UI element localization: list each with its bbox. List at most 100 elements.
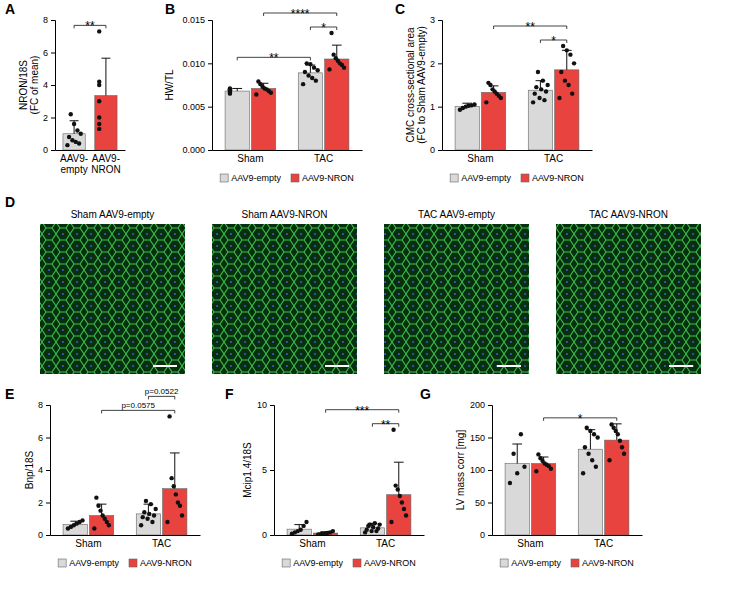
data-point: [561, 44, 565, 48]
significance-label: *: [321, 21, 326, 35]
error-bar: [232, 88, 242, 91]
tick: AAV9-empty: [60, 153, 88, 175]
legend-swatch: [220, 174, 228, 182]
axis-line: [270, 406, 275, 536]
tick-mark: [46, 470, 50, 471]
data-point: [97, 80, 101, 84]
tick-mark: [438, 20, 442, 21]
axis-line: [275, 535, 425, 536]
data-point: [97, 122, 101, 126]
data-point: [563, 78, 567, 82]
legend-label: AAV9-NRON: [364, 558, 416, 568]
data-point: [545, 83, 549, 87]
x-axis: AAV9-emptyAAV9-NRON: [56, 151, 126, 176]
data-point: [592, 432, 596, 436]
legend-label: AAV9-empty: [293, 558, 343, 568]
data-point: [97, 115, 101, 119]
error-bar: [101, 58, 110, 95]
legend-swatch: [291, 174, 299, 182]
tick-label: AAV9-empty: [60, 153, 88, 175]
bar: [163, 489, 187, 535]
micrograph: [40, 224, 185, 374]
data-point: [67, 135, 71, 139]
error-bar: [170, 453, 180, 489]
data-point: [180, 513, 184, 517]
data-point: [376, 526, 380, 530]
data-point: [152, 513, 156, 517]
data-point: [150, 520, 154, 524]
annotations: *: [544, 412, 617, 426]
tick-mark: [46, 535, 50, 536]
legend-label: AAV9-empty: [231, 173, 281, 183]
annotations: p=0.0575p=0.0522: [102, 387, 179, 413]
panel-label: B: [165, 1, 175, 17]
tick: 0.010: [182, 59, 212, 69]
tick-label: TAC: [544, 153, 563, 164]
tick: 0: [262, 530, 274, 540]
tick-mark: [488, 503, 492, 504]
tick-mark: [208, 107, 212, 108]
data-point: [310, 76, 314, 80]
data-point: [490, 87, 494, 91]
tick-label: AAV9-NRON: [91, 153, 120, 175]
panel-label: G: [420, 386, 431, 402]
significance-label: p=0.0522: [145, 387, 179, 396]
data-point: [80, 518, 84, 522]
axis-title: (FC to Sham AAV9-empty): [416, 26, 427, 144]
legend: AAV9-emptyAAV9-NRON: [58, 558, 192, 568]
data-point: [97, 99, 101, 103]
data-point: [75, 128, 79, 132]
data-point: [96, 504, 100, 508]
axis-title: Mcip1.4/18S: [242, 442, 253, 498]
significance-label: *: [551, 34, 556, 48]
tick: 100: [470, 465, 492, 475]
tick-mark: [51, 118, 55, 119]
bar: [298, 73, 322, 150]
axis-title: CMC cross-sectional area: [405, 27, 416, 142]
data-point: [169, 476, 173, 480]
significance-label: ****: [291, 7, 310, 21]
tick-mark: [488, 535, 492, 536]
tick-label-line: AAV9-: [92, 153, 120, 164]
data-point: [228, 86, 232, 90]
scale-bar: [153, 365, 177, 367]
axis-line: [46, 406, 51, 536]
bar: [578, 449, 602, 535]
axis-title: LV mass corr [mg]: [455, 430, 466, 511]
tick-label: 2: [430, 59, 435, 69]
data-point: [515, 471, 519, 475]
data-point: [153, 507, 157, 511]
data-point: [377, 522, 381, 526]
bar: [481, 92, 505, 150]
data-point: [306, 73, 310, 77]
tick-label: 200: [470, 400, 485, 410]
data-point: [533, 91, 537, 95]
tick-mark: [270, 470, 274, 471]
legend-swatch: [129, 559, 137, 567]
tick-label: 150: [470, 433, 485, 443]
tick-mark: [51, 53, 55, 54]
bar: [455, 107, 479, 150]
legend-entry: AAV9-NRON: [353, 558, 416, 568]
legend-label: AAV9-empty: [69, 558, 119, 568]
data-point: [139, 523, 143, 527]
panel: A02468AAV9-emptyAAV9-NRONNRON/18S(FC of …: [5, 1, 126, 175]
bar: [605, 440, 629, 535]
data-point: [618, 439, 622, 443]
tick: 50: [475, 498, 492, 508]
tick: 1: [430, 102, 442, 112]
significance-label: **: [85, 19, 95, 33]
tick-mark: [51, 20, 55, 21]
error-bar: [586, 430, 596, 450]
data-point: [565, 48, 569, 52]
bar: [325, 59, 349, 150]
tick-label: Sham: [467, 153, 493, 164]
data-point: [536, 452, 540, 456]
tick-label-line: NRON: [91, 164, 120, 175]
legend-entry: AAV9-empty: [450, 173, 511, 183]
tick-label-line: AAV9-: [60, 153, 88, 164]
y-axis: 050100150200: [470, 400, 493, 540]
image-panel: DSham AAV9-emptySham AAV9-NRONTAC AAV9-e…: [5, 194, 701, 374]
data-point: [557, 96, 561, 100]
tick-label: 8: [43, 15, 48, 25]
